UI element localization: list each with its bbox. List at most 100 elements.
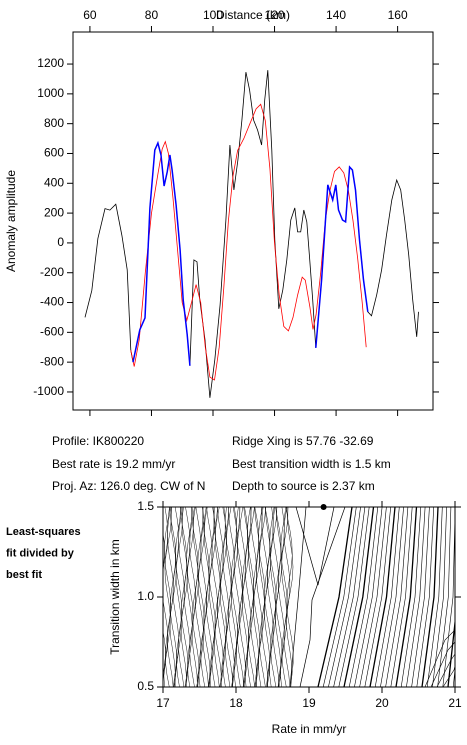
contour-line: [180, 507, 188, 687]
contour-line: [275, 507, 283, 687]
x-tick-label: 19: [302, 696, 316, 710]
contour-line: [230, 507, 238, 687]
contour-line: [280, 507, 288, 687]
contour-line: [289, 507, 307, 687]
contour-line: [202, 507, 211, 687]
contour-line: [172, 507, 180, 687]
contour-line: [255, 507, 263, 687]
contour-line: [374, 507, 400, 687]
contour-line: [280, 507, 289, 687]
contour-line: [191, 507, 199, 687]
x-tick-label: 120: [265, 8, 285, 22]
x-tick-label: 20: [375, 696, 389, 710]
contour-line: [164, 507, 171, 687]
contour-line: [185, 507, 194, 687]
contour-line: [432, 507, 447, 687]
contour-line: [430, 641, 455, 687]
y-tick-label: 600: [44, 146, 64, 160]
x-tick-label: 80: [145, 8, 159, 22]
contour-line: [436, 653, 455, 687]
contour-line: [233, 507, 241, 687]
contour-chart: 17 18 19 20 21 0.5 1.0 1.5 Rate in mm/yr Transiti…: [6, 499, 462, 736]
contour-line: [202, 507, 210, 687]
x-tick-label: 140: [326, 8, 346, 22]
contour-line: [217, 507, 224, 687]
contour-line: [228, 507, 235, 687]
profile-chart: 60 80 100 120 140 160 -1000 -800 -600 -400 -200 0 20…: [4, 8, 439, 416]
contour-line: [421, 507, 439, 687]
contour-line: [189, 507, 196, 687]
contour-line: [250, 507, 257, 687]
annotation: Best transition width is 1.5 km: [232, 457, 391, 471]
note-line: best fit: [6, 569, 42, 581]
annotation: Proj. Az: 126.0 deg. CW of N: [52, 479, 205, 493]
contour-line: [333, 507, 366, 687]
plot-frame: [72, 31, 434, 411]
x-axis-label: Rate in mm/yr: [272, 722, 347, 736]
contour-line: [343, 507, 375, 687]
x-tick-label: 100: [203, 8, 223, 22]
contour-line: [385, 507, 409, 687]
contour-line: [437, 507, 452, 687]
y-tick-label: 0: [57, 235, 64, 249]
contour-line: [406, 507, 426, 687]
y-axis-label: Anomaly amplitude: [4, 170, 18, 272]
contour-line: [328, 507, 361, 687]
contour-line: [286, 507, 294, 687]
annotation: Depth to source is 2.37 km: [232, 479, 375, 493]
y-axis-label: Transition width in km: [108, 539, 122, 655]
x-tick-label: 17: [156, 696, 170, 710]
x-axis-label: Distance (km): [216, 8, 290, 22]
y-tick-label: -200: [40, 265, 64, 279]
note-line: Least-squares: [6, 526, 81, 538]
contour-line: [285, 507, 294, 687]
contour-line: [208, 507, 216, 687]
contour-line: [411, 507, 430, 687]
contour-line: [364, 507, 391, 687]
contour-line: [354, 507, 383, 687]
contour-line: [197, 507, 205, 687]
contour-line: [175, 507, 183, 687]
y-tick-label: -600: [40, 325, 64, 339]
y-tick-label: 800: [44, 116, 64, 130]
profile-line: [132, 140, 191, 366]
annotation: Best rate is 19.2 mm/yr: [52, 457, 175, 471]
contour-line: [299, 507, 346, 687]
x-tick-label: 160: [388, 8, 408, 22]
contour-line: [400, 507, 422, 687]
y-tick-label: 400: [44, 175, 64, 189]
y-tick-label: 0.5: [137, 679, 154, 693]
x-tick-label: 21: [448, 696, 462, 710]
contour-line: [180, 507, 189, 687]
contour-line: [295, 507, 335, 586]
y-tick-label: 1.0: [137, 589, 154, 603]
profile-line: [315, 165, 369, 348]
y-tick-label: 200: [44, 205, 64, 219]
y-tick-label: -800: [40, 354, 64, 368]
contour-line: [167, 507, 174, 687]
contour-line: [426, 507, 443, 687]
x-tick-label: 18: [229, 696, 243, 710]
contour-line: [247, 507, 255, 687]
annotations: Profile: IK800220 Best rate is 19.2 mm/yr…: [52, 434, 391, 493]
contour-line: [222, 507, 230, 687]
contour-line: [395, 507, 418, 687]
contour-line: [348, 507, 379, 687]
contour-line: [380, 507, 404, 687]
annotation: Ridge Xing is 57.76 -32.69: [232, 434, 374, 448]
x-tick-label: 60: [83, 8, 97, 22]
contour-line: [211, 507, 218, 687]
note-line: fit divided by: [6, 547, 75, 559]
contour-line: [416, 507, 434, 687]
contour-line: [200, 507, 207, 687]
contour-line: [447, 616, 455, 687]
contour-line: [424, 629, 455, 687]
contour-lines: [163, 507, 455, 687]
contour-line: [258, 507, 267, 687]
contour-line: [174, 507, 183, 687]
contour-line: [194, 507, 202, 687]
contour-line: [359, 507, 387, 687]
y-tick-label: 1200: [37, 56, 64, 70]
contour-line: [183, 507, 191, 687]
